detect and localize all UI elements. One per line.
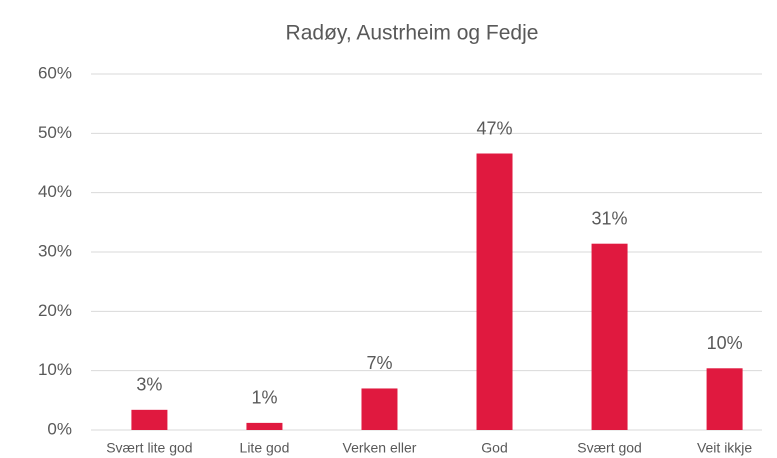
y-tick-label: 60% [38,63,72,82]
value-label: 47% [477,118,513,138]
value-label: 10% [707,333,743,353]
y-tick-label: 50% [38,123,72,142]
bar [131,409,168,430]
value-label: 1% [251,388,277,408]
y-tick-label: 40% [38,182,72,201]
y-tick-label: 20% [38,301,72,320]
bar [361,388,398,430]
x-tick-label: Svært god [577,440,642,456]
x-tick-label: Verken eller [343,440,417,456]
value-label: 7% [366,353,392,373]
x-tick-label: God [481,440,507,456]
chart-title: Radøy, Austrheim og Fedje [286,22,539,45]
bar [591,243,628,430]
x-tick-label: Veit ikkje [697,440,752,456]
value-label: 31% [592,208,628,228]
y-tick-label: 0% [47,419,72,438]
bar [476,153,513,431]
x-tick-label: Svært lite god [106,440,192,456]
y-tick-label: 10% [38,360,72,379]
value-label: 3% [136,375,162,395]
x-tick-label: Lite god [240,440,290,456]
y-tick-label: 30% [38,241,72,260]
bar [706,368,743,430]
bar [246,422,283,430]
